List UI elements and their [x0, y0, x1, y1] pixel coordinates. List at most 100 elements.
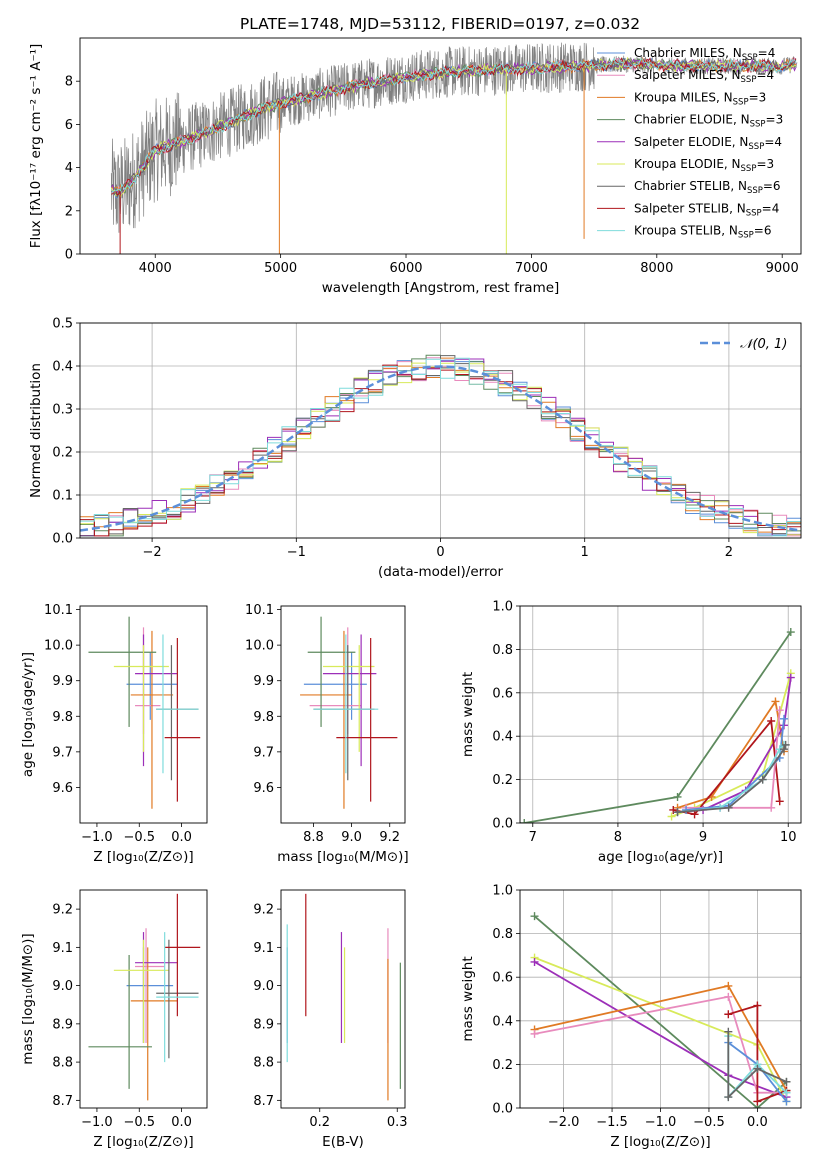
x-tick-label: 8.8 — [303, 830, 324, 845]
x-tick-label: 1 — [581, 545, 589, 560]
y-tick-label: 9.1 — [253, 941, 274, 956]
grid — [520, 605, 801, 824]
y-tick-label: 9.8 — [52, 710, 73, 725]
normal-reference-line — [80, 365, 801, 532]
y-tick-label: 2 — [65, 204, 73, 219]
x-tick-label: −1 — [287, 545, 306, 560]
axes-frame — [519, 889, 802, 1109]
plot-area — [88, 616, 201, 809]
weight-marker-chabrier-stelib — [779, 745, 788, 754]
weight-marker-chabrier-elodie — [673, 792, 682, 801]
y-tick-label: 0.8 — [492, 927, 513, 942]
y-tick-label: 9.6 — [253, 781, 274, 796]
x-tick-label: 9 — [699, 830, 707, 845]
y-tick-label: 1.0 — [492, 600, 513, 615]
y-tick-label: 10.0 — [44, 639, 73, 654]
y-tick-label: 4 — [65, 161, 73, 176]
histogram-step-kroupa-stelib — [80, 357, 801, 537]
x-tick-label: 9.2 — [379, 830, 400, 845]
figure-title: PLATE=1748, MJD=53112, FIBERID=0197, z=0… — [240, 15, 640, 33]
weight-marker-kroupa-miles — [771, 697, 780, 706]
x-axis-label: wavelength [Angstrom, rest frame] — [322, 280, 560, 296]
panel-mass-weight-vs-age: 7 8 9 10 0.0 0.2 0.4 0.6 0.8 1.0 age [log₁₀(age/yr… — [460, 600, 802, 865]
weight-marker-kroupa-stelib — [782, 1088, 791, 1097]
y-tick-label: 0.2 — [52, 446, 73, 461]
legend-label-chabrier-elodie: Chabrier ELODIE, NSSP=3 — [634, 113, 783, 130]
x-tick-label: 7000 — [515, 261, 548, 276]
y-tick-label: 0 — [65, 248, 73, 263]
y-tick-label: 0.4 — [52, 360, 73, 375]
x-tick-label: −2.0 — [548, 1115, 580, 1130]
x-tick-label: 7 — [529, 830, 537, 845]
x-tick-label: 0.0 — [171, 830, 192, 845]
panel-mass-vs-ebv: 0.2 0.3 8.7 8.8 8.9 9.0 9.1 9.2 E(B-V) — [253, 889, 408, 1150]
y-tick-label: 0.3 — [52, 403, 73, 418]
x-tick-label: 8000 — [640, 261, 673, 276]
weight-line-kroupa-miles — [677, 699, 785, 809]
x-tick-label: 2 — [725, 545, 733, 560]
weight-marker-salpeter-stelib — [753, 1001, 762, 1010]
weight-marker-chabrier-elodie — [530, 912, 539, 921]
weight-marker-salpeter-stelib — [724, 1010, 733, 1019]
weight-marker-chabrier-stelib — [782, 1077, 791, 1086]
x-tick-label: 5000 — [264, 261, 297, 276]
x-tick-label: 0.0 — [747, 1115, 768, 1130]
weight-marker-kroupa-miles — [724, 981, 733, 990]
weight-line-salpeter-miles — [534, 995, 787, 1094]
legend: Chabrier MILES, NSSP=4 Salpeter MILES, NS… — [597, 46, 783, 241]
axes-frame — [79, 37, 802, 255]
x-tick-label: 0.0 — [171, 1115, 192, 1130]
axes-frame — [79, 889, 208, 1109]
plot-area — [530, 912, 791, 1108]
weight-line-chabrier-miles — [685, 718, 785, 811]
weight-marker-salpeter-stelib — [690, 810, 699, 819]
x-tick-label: 10 — [780, 830, 797, 845]
legend-label-kroupa-miles: Kroupa MILES, NSSP=3 — [634, 90, 766, 107]
legend-label-salpeter-stelib: Salpeter STELIB, NSSP=4 — [634, 201, 779, 218]
panel-residual-histogram: −2 −1 0 1 2 0.0 0.1 0.2 0.3 0.4 0.5 (data-model)/er… — [28, 317, 802, 580]
x-tick-label: 8 — [614, 830, 622, 845]
y-tick-label: 8.7 — [253, 1094, 274, 1109]
panel-mass-vs-Z: −1.0 −0.5 0.0 8.7 8.8 8.9 9.0 9.1 9.2 Z [log₁₀(Z/… — [20, 889, 208, 1150]
x-tick-label: 0 — [436, 545, 444, 560]
plot-area — [286, 893, 401, 1101]
axes-frame — [79, 605, 208, 824]
legend-label-normal: 𝒩(0, 1) — [740, 337, 787, 352]
weight-line-chabrier-stelib — [727, 1031, 787, 1100]
y-tick-label: 0.2 — [492, 1058, 513, 1073]
y-tick-label: 8.9 — [52, 1017, 73, 1032]
y-tick-label: 0.4 — [492, 1014, 513, 1029]
y-tick-label: 0.0 — [492, 817, 513, 832]
legend-label-salpeter-miles: Salpeter MILES, NSSP=4 — [634, 68, 774, 85]
x-tick-label: 9000 — [766, 261, 799, 276]
x-tick-label: 4000 — [139, 261, 172, 276]
y-tick-label: 0.2 — [492, 773, 513, 788]
weight-marker-salpeter-miles — [530, 1029, 539, 1038]
x-tick-label: −2 — [143, 545, 162, 560]
y-tick-label: 0.5 — [52, 317, 73, 332]
x-tick-label: 6000 — [389, 261, 422, 276]
y-tick-label: 9.2 — [52, 903, 73, 918]
axes-frame — [519, 605, 802, 824]
plot-area — [110, 42, 798, 254]
weight-marker-salpeter-stelib — [775, 797, 784, 806]
x-axis-label: Z [log₁₀(Z/Z⊙)] — [610, 1134, 710, 1150]
legend-label-chabrier-stelib: Chabrier STELIB, NSSP=6 — [634, 179, 781, 196]
legend-label-salpeter-elodie: Salpeter ELODIE, NSSP=4 — [634, 135, 782, 152]
model-line-salpeter-stelib — [111, 57, 797, 196]
y-axis-label: mass weight — [460, 956, 476, 1041]
weight-marker-chabrier-elodie — [520, 819, 529, 823]
plot-area — [300, 616, 398, 809]
axes-frame — [79, 322, 802, 539]
panel-mass-weight-vs-Z: −2.0 −1.5 −1.0 −0.5 0.0 0.0 0.2 0.4 0.6 0.8 1.0 Z [… — [460, 884, 802, 1150]
x-axis-label: age [log₁₀(age/yr)] — [598, 849, 723, 865]
y-tick-label: 9.6 — [52, 781, 73, 796]
y-tick-label: 9.1 — [52, 941, 73, 956]
weight-marker-chabrier-stelib — [753, 1064, 762, 1073]
weight-marker-chabrier-stelib — [724, 803, 733, 812]
y-tick-label: 0.0 — [492, 1102, 513, 1117]
weight-marker-salpeter-stelib — [669, 805, 678, 814]
y-tick-label: 6 — [65, 118, 73, 133]
y-tick-label: 9.8 — [253, 710, 274, 725]
